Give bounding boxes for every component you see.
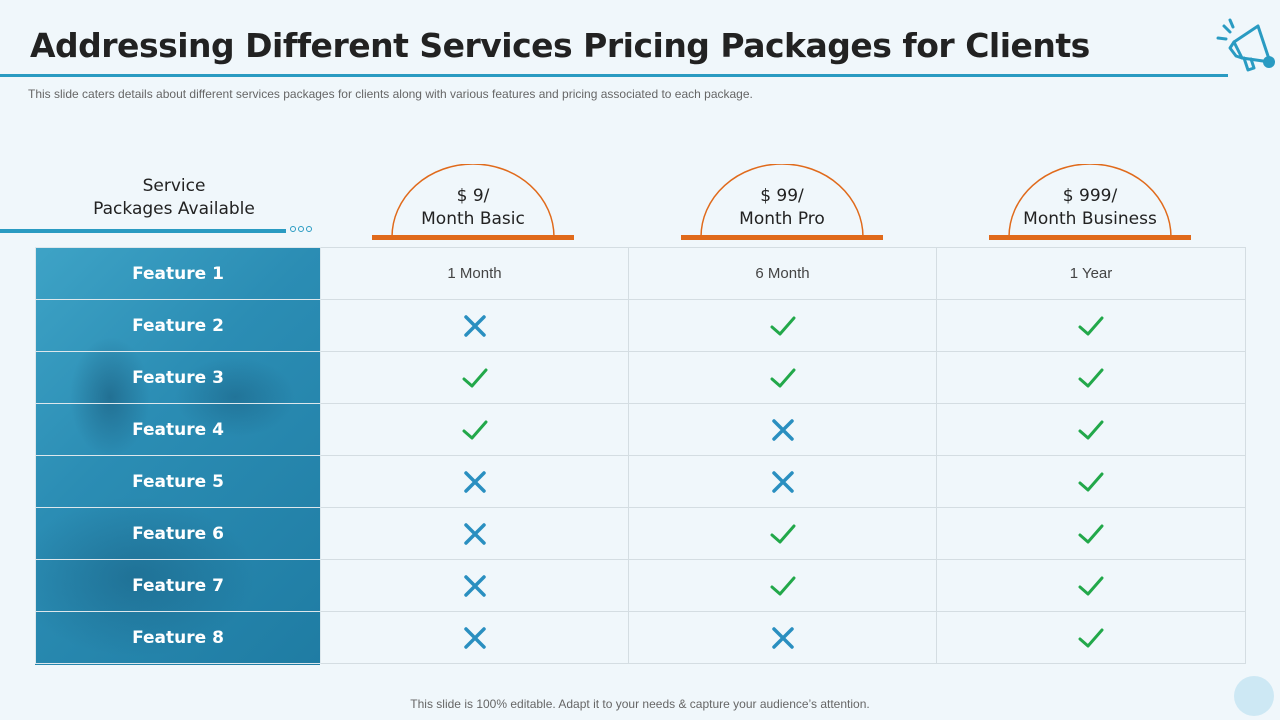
feature-label: Feature 7 (35, 559, 321, 612)
check-icon (628, 559, 937, 612)
check-icon (936, 351, 1246, 404)
package-name: Month Basic (421, 209, 525, 229)
table-row: Feature 7 (35, 559, 1246, 612)
check-icon (936, 611, 1246, 664)
feature-label: Feature 8 (35, 611, 321, 664)
feature-label: Feature 2 (35, 299, 321, 352)
decorative-circle (1234, 676, 1274, 716)
package-pro-header: $ 99/ Month Pro (681, 164, 883, 242)
package-name: Month Pro (739, 209, 825, 229)
package-name: Month Business (1023, 209, 1157, 229)
cross-icon (628, 403, 937, 456)
table-row: Feature 4 (35, 403, 1246, 456)
check-icon (936, 507, 1246, 560)
cross-icon (320, 299, 629, 352)
footer-note: This slide is 100% editable. Adapt it to… (410, 697, 870, 711)
check-icon (628, 351, 937, 404)
package-price: $ 9/ (456, 186, 490, 206)
service-heading-rule (0, 229, 286, 233)
cross-icon (320, 611, 629, 664)
table-cell: 1 Month (320, 247, 629, 300)
cross-icon (320, 559, 629, 612)
feature-label: Feature 6 (35, 507, 321, 560)
table-row: Feature 8 (35, 611, 1246, 664)
package-arch-icon (681, 164, 883, 240)
table-cell: 6 Month (628, 247, 937, 300)
check-icon (320, 351, 629, 404)
page-title: Addressing Different Services Pricing Pa… (30, 26, 1090, 65)
package-price: $ 999/ (1062, 186, 1118, 206)
service-heading-line-1: Service (142, 176, 206, 196)
package-arch-icon (372, 164, 574, 240)
feature-label: Feature 3 (35, 351, 321, 404)
check-icon (628, 507, 937, 560)
check-icon (936, 299, 1246, 352)
decorative-dots (290, 226, 312, 232)
cross-icon (628, 455, 937, 508)
megaphone-icon (1216, 18, 1275, 72)
package-price: $ 99/ (760, 186, 804, 206)
check-icon (936, 455, 1246, 508)
service-heading-line-2: Packages Available (93, 199, 255, 219)
package-basic-header: $ 9/ Month Basic (372, 164, 574, 242)
cross-icon (320, 455, 629, 508)
table-cell: 1 Year (936, 247, 1246, 300)
table-row: Feature 6 (35, 507, 1246, 560)
check-icon (936, 403, 1246, 456)
table-row: Feature 5 (35, 455, 1246, 508)
package-arch-icon (989, 164, 1191, 240)
cross-icon (628, 611, 937, 664)
service-packages-heading: Service Packages Available (40, 175, 308, 221)
check-icon (320, 403, 629, 456)
title-underline (0, 74, 1228, 77)
table-row: Feature 3 (35, 351, 1246, 404)
package-business-header: $ 999/ Month Business (989, 164, 1191, 242)
feature-label: Feature 4 (35, 403, 321, 456)
check-icon (628, 299, 937, 352)
check-icon (936, 559, 1246, 612)
feature-label: Feature 1 (35, 247, 321, 300)
cross-icon (320, 507, 629, 560)
table-row: Feature 2 (35, 299, 1246, 352)
slide-description: This slide caters details about differen… (28, 87, 753, 101)
feature-label: Feature 5 (35, 455, 321, 508)
